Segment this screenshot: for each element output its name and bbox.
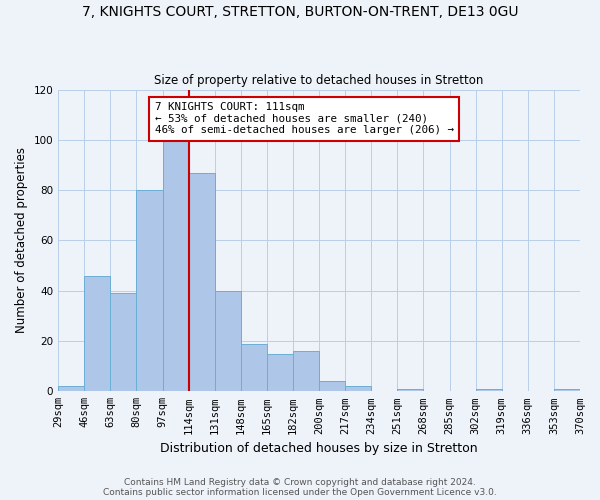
- Bar: [215, 290, 241, 392]
- Text: 7, KNIGHTS COURT, STRETTON, BURTON-ON-TRENT, DE13 0GU: 7, KNIGHTS COURT, STRETTON, BURTON-ON-TR…: [82, 5, 518, 19]
- Bar: [136, 190, 163, 392]
- Bar: [84, 276, 110, 392]
- Bar: [188, 172, 215, 392]
- Text: 7 KNIGHTS COURT: 111sqm
← 53% of detached houses are smaller (240)
46% of semi-d: 7 KNIGHTS COURT: 111sqm ← 53% of detache…: [155, 102, 454, 136]
- Bar: [345, 386, 371, 392]
- Bar: [58, 386, 84, 392]
- Bar: [267, 354, 293, 392]
- Bar: [554, 389, 580, 392]
- Bar: [397, 389, 424, 392]
- Bar: [241, 344, 267, 392]
- Title: Size of property relative to detached houses in Stretton: Size of property relative to detached ho…: [154, 74, 484, 87]
- X-axis label: Distribution of detached houses by size in Stretton: Distribution of detached houses by size …: [160, 442, 478, 455]
- Bar: [293, 351, 319, 392]
- Bar: [110, 293, 136, 392]
- Text: Contains HM Land Registry data © Crown copyright and database right 2024.
Contai: Contains HM Land Registry data © Crown c…: [103, 478, 497, 497]
- Bar: [476, 389, 502, 392]
- Bar: [319, 381, 345, 392]
- Y-axis label: Number of detached properties: Number of detached properties: [15, 148, 28, 334]
- Bar: [163, 140, 188, 392]
